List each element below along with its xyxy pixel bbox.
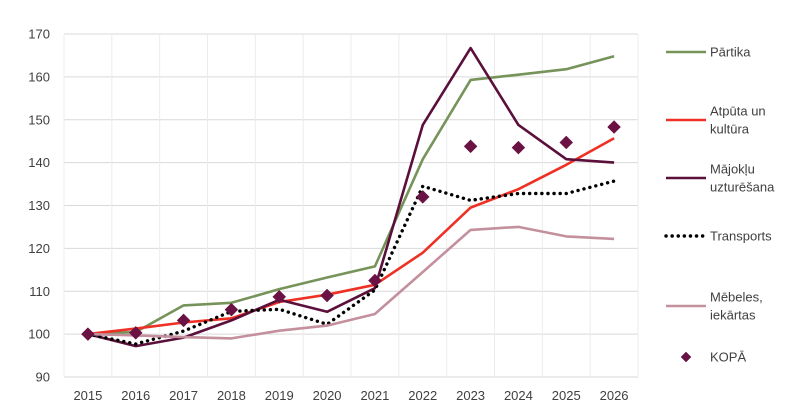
series-line [87, 137, 615, 336]
y-tick-label: 140 [28, 155, 50, 170]
series-line [87, 46, 615, 348]
series-pārtika [87, 55, 615, 336]
x-tick-label: 2023 [456, 388, 485, 403]
data-point-marker [463, 139, 478, 154]
series-mājokļu-uzturēšana [87, 46, 615, 348]
legend-item: Transports [664, 229, 772, 244]
legend-label: Mēbeles, [710, 290, 763, 305]
x-axis: 2015 2016 2017 2018 2019 2020 2021 2022 2023 2024… [73, 388, 628, 403]
x-tick-label: 2017 [169, 388, 198, 403]
y-axis: 90 100 110 120 130 140 150 160 170 [28, 27, 50, 385]
y-tick-label: 110 [29, 284, 50, 299]
y-tick-label: 160 [28, 69, 50, 84]
data-point-marker [559, 135, 574, 150]
gridlines [63, 33, 639, 378]
x-tick-label: 2020 [313, 388, 342, 403]
y-tick-label: 150 [28, 112, 50, 127]
data-point-marker [320, 288, 334, 303]
series-group [81, 46, 621, 348]
legend-label: Pārtika [710, 45, 751, 60]
data-point-marker [272, 289, 287, 304]
series-line [87, 55, 615, 336]
legend-item: KOPĀ [680, 350, 746, 365]
data-point-marker [368, 273, 382, 288]
y-tick-label: 100 [28, 327, 50, 342]
legend-swatch [680, 351, 692, 363]
legend-item: Mēbeles, iekārtas [666, 290, 763, 323]
y-tick-label: 90 [36, 370, 50, 385]
legend-label: uzturēšana [710, 180, 775, 195]
x-tick-label: 2022 [408, 388, 437, 403]
series-kopā [81, 120, 621, 341]
legend-label: Atpūta un [710, 104, 766, 119]
series-atpūta-un-kultūra [87, 137, 615, 336]
y-tick-label: 170 [28, 27, 50, 42]
x-tick-label: 2018 [217, 388, 246, 403]
legend: Pārtika Atpūta un kultūra Mājokļu uzturēšana… [664, 45, 775, 365]
x-tick-label: 2026 [600, 388, 629, 403]
legend-label: iekārtas [710, 308, 756, 323]
series-line [87, 225, 615, 340]
x-tick-label: 2016 [121, 388, 150, 403]
legend-label: kultūra [710, 122, 750, 137]
legend-label: Mājokļu [710, 162, 755, 177]
y-tick-label: 130 [28, 198, 50, 213]
data-point-marker [415, 190, 430, 204]
data-point-marker [176, 313, 191, 328]
x-tick-label: 2019 [265, 388, 294, 403]
series-transports [86, 179, 616, 346]
legend-item: Atpūta un kultūra [666, 104, 766, 137]
legend-label: Transports [710, 229, 772, 244]
data-point-marker [81, 327, 95, 341]
x-tick-label: 2025 [552, 388, 581, 403]
legend-label: KOPĀ [710, 350, 746, 365]
y-tick-label: 120 [28, 241, 50, 256]
data-point-marker [128, 325, 143, 340]
x-tick-label: 2015 [73, 388, 102, 403]
series-line [86, 179, 616, 346]
x-tick-label: 2021 [360, 388, 389, 403]
data-point-marker [607, 120, 621, 134]
legend-item: Mājokļu uzturēšana [666, 162, 775, 195]
series-mēbeles-iekārtas [87, 225, 615, 340]
data-point-marker [224, 302, 239, 317]
legend-item: Pārtika [666, 45, 751, 60]
data-point-marker [511, 140, 526, 155]
x-tick-label: 2024 [504, 388, 533, 403]
